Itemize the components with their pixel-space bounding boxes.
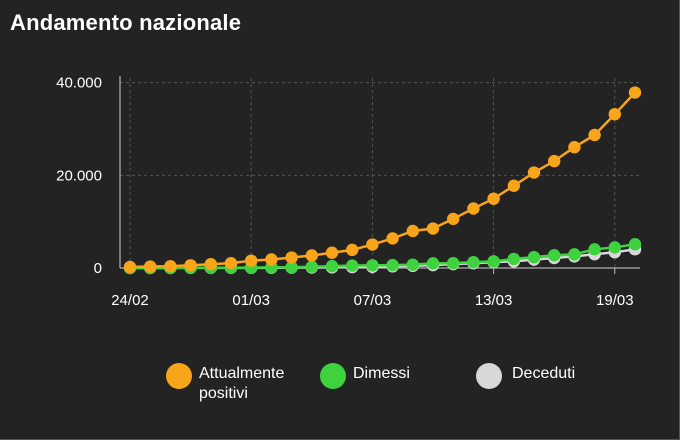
data-point-dimessi	[426, 257, 440, 270]
data-point-attualmente-positivi	[386, 232, 399, 245]
x-tick-label: 01/03	[232, 292, 270, 309]
legend-label-dimessi: Dimessi	[353, 365, 410, 382]
data-point-dimessi	[487, 255, 500, 268]
data-point-dimessi	[628, 238, 642, 251]
data-point-attualmente-positivi	[164, 260, 177, 273]
data-point-dimessi	[325, 259, 339, 273]
data-point-attualmente-positivi	[588, 128, 601, 142]
data-point-attualmente-positivi	[527, 166, 541, 179]
data-point-attualmente-positivi	[184, 259, 197, 272]
data-point-attualmente-positivi	[285, 251, 298, 264]
data-point-attualmente-positivi	[608, 107, 621, 121]
data-point-dimessi	[346, 259, 359, 272]
data-point-attualmente-positivi	[366, 238, 379, 251]
y-tick-label: 0	[94, 260, 102, 277]
data-point-attualmente-positivi	[568, 141, 581, 154]
data-point-dimessi	[406, 258, 419, 271]
data-point-attualmente-positivi	[123, 260, 137, 274]
data-point-attualmente-positivi	[325, 246, 339, 259]
x-tick-label: 24/02	[111, 292, 149, 309]
data-point-dimessi	[548, 249, 561, 262]
x-tick-label: 13/03	[475, 292, 513, 309]
legend-item-attualmente-positivi[interactable]: Attualmente positivi	[166, 363, 285, 404]
data-point-attualmente-positivi	[467, 202, 480, 215]
x-tick-label: 19/03	[596, 292, 634, 309]
data-point-attualmente-positivi	[346, 243, 359, 257]
data-point-dimessi	[285, 261, 298, 274]
legend-item-dimessi[interactable]: Dimessi	[320, 363, 410, 389]
data-point-dimessi	[568, 248, 581, 261]
data-point-attualmente-positivi	[487, 192, 500, 205]
data-point-attualmente-positivi	[406, 224, 419, 238]
data-point-dimessi	[467, 255, 480, 269]
legend: Attualmente positivi Dimessi Deceduti	[0, 362, 680, 422]
data-point-attualmente-positivi	[507, 179, 520, 192]
data-point-dimessi	[366, 259, 379, 272]
data-point-dimessi	[305, 260, 318, 273]
data-point-dimessi	[608, 241, 621, 254]
data-point-dimessi	[386, 258, 399, 272]
legend-swatch-dimessi	[320, 363, 346, 389]
data-point-attualmente-positivi	[305, 249, 318, 262]
data-point-attualmente-positivi	[245, 254, 258, 267]
legend-swatch-deceduti	[476, 363, 502, 389]
data-point-attualmente-positivi	[144, 260, 157, 273]
data-point-attualmente-positivi	[426, 222, 440, 235]
legend-label-deceduti: Deceduti	[512, 365, 576, 382]
data-point-dimessi	[507, 252, 520, 266]
legend-item-deceduti[interactable]: Deceduti	[476, 363, 576, 389]
legend-label-attualmente-positivi: Attualmente positivi	[199, 365, 285, 402]
data-point-attualmente-positivi	[204, 257, 217, 271]
data-point-dimessi	[447, 256, 460, 270]
series-line-attualmente-positivi	[129, 91, 636, 269]
x-tick-label: 07/03	[354, 292, 392, 309]
legend-swatch-attualmente-positivi	[166, 363, 192, 389]
data-point-attualmente-positivi	[224, 256, 238, 270]
data-point-dimessi	[588, 243, 601, 256]
data-point-attualmente-positivi	[628, 86, 642, 99]
data-point-attualmente-positivi	[447, 212, 460, 226]
data-point-dimessi	[527, 250, 541, 264]
y-tick-label: 20.000	[56, 167, 102, 184]
y-tick-label: 40.000	[56, 75, 102, 92]
data-point-attualmente-positivi	[548, 154, 561, 168]
data-point-attualmente-positivi	[265, 253, 278, 266]
chart-title: Andamento nazionale	[10, 10, 242, 35]
